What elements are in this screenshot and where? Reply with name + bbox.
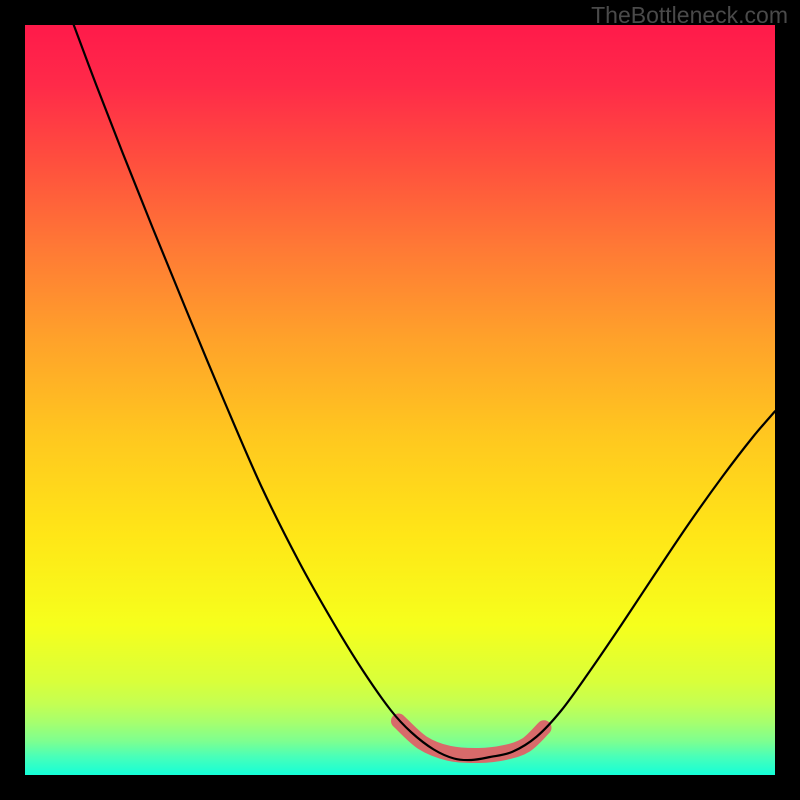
plot-svg bbox=[25, 25, 775, 775]
watermark-text: TheBottleneck.com bbox=[591, 2, 788, 29]
plot-area bbox=[25, 25, 775, 775]
gradient-background bbox=[25, 25, 775, 775]
chart-frame: TheBottleneck.com bbox=[0, 0, 800, 800]
